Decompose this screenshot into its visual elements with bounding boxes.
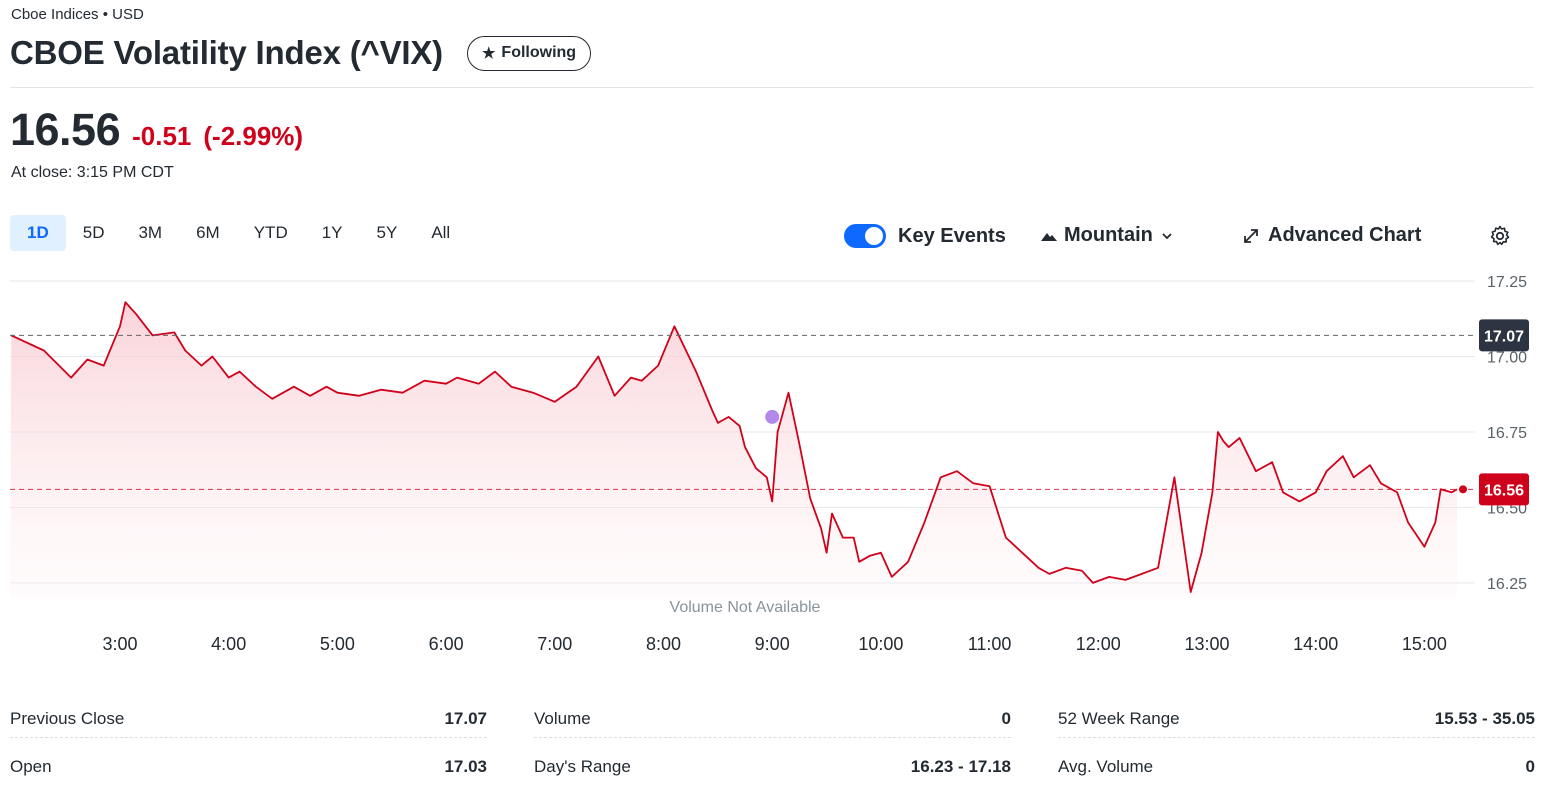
chart-type-label: Mountain <box>1064 224 1153 246</box>
stat-value: 0 <box>1001 708 1011 728</box>
range-ytd[interactable]: YTD <box>253 223 288 242</box>
chevron-down-icon <box>1162 232 1172 239</box>
close-time: At close: 3:15 PM CDT <box>11 164 174 181</box>
gear-icon[interactable] <box>1488 224 1512 248</box>
x-tick-label: 12:00 <box>1076 634 1121 654</box>
price-line <box>10 301 1458 593</box>
stat-label: Avg. Volume <box>1058 757 1154 776</box>
x-tick-label: 7:00 <box>537 634 572 654</box>
range-1d[interactable]: 1D <box>10 215 66 251</box>
key-events-toggle[interactable] <box>844 224 886 248</box>
stat-52-week-range: 52 Week Range 15.53 - 35.05 <box>1058 700 1535 738</box>
x-tick-label: 15:00 <box>1402 634 1447 654</box>
stat-volume: Volume 0 <box>534 700 1011 738</box>
exchange-label: Cboe Indices • USD <box>11 6 144 23</box>
previous-close-value: 17.07 <box>1484 328 1524 345</box>
stat-value: 0 <box>1525 757 1535 776</box>
advanced-chart-link[interactable]: Advanced Chart <box>1242 224 1421 247</box>
range-selector: 1D 5D 3M 6M YTD 1Y 5Y All <box>10 215 467 251</box>
volume-note: Volume Not Available <box>670 599 821 616</box>
y-tick-label: 16.25 <box>1487 576 1527 593</box>
title-row: CBOE Volatility Index (^VIX) ★ Following <box>10 34 592 72</box>
price-change-percent: (-2.99%) <box>203 121 304 151</box>
y-tick-label: 17.25 <box>1487 274 1527 291</box>
stat-avg-volume: Avg. Volume 0 <box>1058 748 1535 786</box>
x-tick-label: 9:00 <box>755 634 790 654</box>
stat-label: Volume <box>534 708 591 728</box>
x-axis: 3:00 4:00 5:00 6:00 7:00 8:00 9:00 10:00 11:00 12… <box>102 634 1446 654</box>
advanced-chart-label: Advanced Chart <box>1268 224 1422 246</box>
range-5y[interactable]: 5Y <box>376 223 398 242</box>
key-events-label: Key Events <box>898 224 1006 247</box>
y-tick-label: 17.00 <box>1487 350 1527 367</box>
stat-days-range: Day's Range 16.23 - 17.18 <box>534 748 1011 786</box>
y-tick-label: 16.75 <box>1487 425 1527 442</box>
stat-label: Previous Close <box>10 708 125 728</box>
key-event-marker[interactable] <box>765 409 780 424</box>
x-tick-label: 13:00 <box>1184 634 1229 654</box>
mountain-icon <box>1041 232 1057 241</box>
page-title: CBOE Volatility Index (^VIX) <box>10 34 443 71</box>
star-icon: ★ <box>481 45 496 62</box>
stat-open: Open 17.03 <box>10 748 487 786</box>
range-all[interactable]: All <box>431 223 451 242</box>
price-change: -0.51 <box>132 121 192 151</box>
last-price-dot <box>1459 485 1468 494</box>
x-tick-label: 5:00 <box>320 634 355 654</box>
stat-label: Open <box>10 757 52 776</box>
x-tick-label: 4:00 <box>211 634 246 654</box>
expand-icon <box>1244 228 1258 243</box>
stat-label: Day's Range <box>534 757 631 776</box>
chart-type-dropdown[interactable]: Mountain <box>1040 224 1175 247</box>
range-5d[interactable]: 5D <box>82 223 105 242</box>
quote-row: 16.56 -0.51 (-2.99%) <box>10 104 303 156</box>
previous-close-tag: 17.07 <box>1479 319 1529 352</box>
x-tick-label: 11:00 <box>968 634 1012 654</box>
toggle-knob <box>865 227 883 245</box>
x-tick-label: 14:00 <box>1293 634 1338 654</box>
stat-previous-close: Previous Close 17.07 <box>10 700 487 738</box>
last-price-value: 16.56 <box>1484 482 1524 499</box>
stat-value: 15.53 - 35.05 <box>1434 708 1535 728</box>
stat-value: 17.03 <box>444 757 487 776</box>
stat-value: 16.23 - 17.18 <box>910 757 1011 776</box>
x-tick-label: 3:00 <box>102 634 137 654</box>
following-label: Following <box>501 44 577 61</box>
stats-column: Previous Close 17.07 Open 17.03 <box>10 700 487 786</box>
stats-column: 52 Week Range 15.53 - 35.05 Avg. Volume 0 <box>1058 700 1535 786</box>
last-price-tag: 16.56 <box>1479 473 1529 506</box>
last-price: 16.56 <box>10 104 121 155</box>
range-6m[interactable]: 6M <box>196 223 220 242</box>
x-tick-label: 6:00 <box>429 634 464 654</box>
range-1y[interactable]: 1Y <box>321 223 343 242</box>
range-3m[interactable]: 3M <box>138 223 163 242</box>
following-button[interactable]: ★ Following <box>466 35 592 71</box>
key-events-control: Key Events <box>844 224 1006 248</box>
stat-label: 52 Week Range <box>1058 708 1180 728</box>
x-tick-label: 10:00 <box>858 634 903 654</box>
header-divider <box>10 87 1534 88</box>
price-area <box>10 302 1457 598</box>
stat-value: 17.07 <box>444 708 487 728</box>
x-tick-label: 8:00 <box>646 634 681 654</box>
stats-column: Volume 0 Day's Range 16.23 - 17.18 <box>534 700 1011 786</box>
